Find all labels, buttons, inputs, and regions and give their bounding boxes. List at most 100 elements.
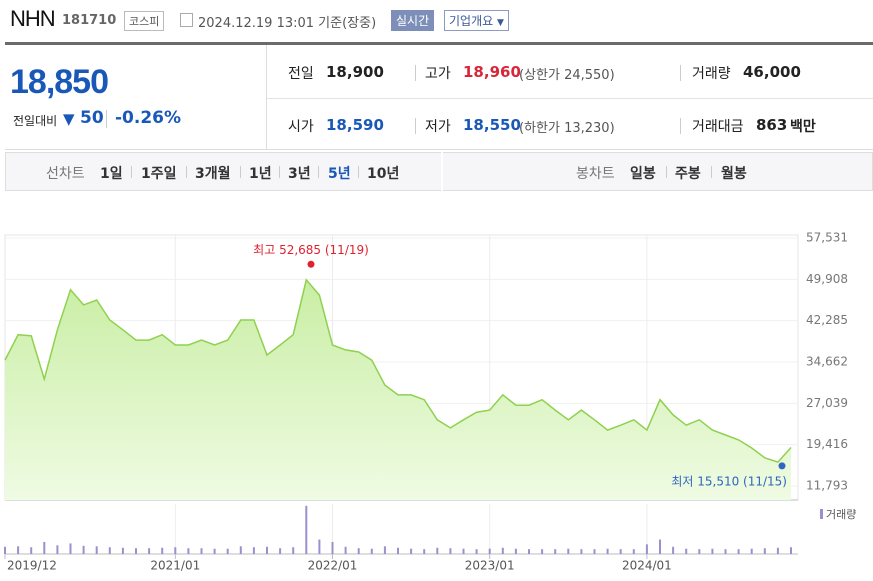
volume-bar <box>357 548 360 554</box>
current-price: 18,850 <box>10 63 109 101</box>
volume-bar <box>711 548 714 554</box>
volume-bar <box>698 549 701 554</box>
separator <box>415 65 416 81</box>
volume-bar <box>514 548 517 554</box>
tab-bar <box>5 152 873 191</box>
volume-bar <box>213 548 216 554</box>
volume-bar <box>501 547 504 554</box>
info-label: 저가 <box>425 119 451 135</box>
volume-bar <box>763 548 766 554</box>
x-tick-label: 2021/01 <box>150 559 200 573</box>
separator <box>666 166 667 178</box>
volume-bar <box>790 547 792 554</box>
header-rule <box>5 42 873 45</box>
separator <box>279 166 280 178</box>
period-tab[interactable]: 3년 <box>288 166 311 182</box>
y-tick-label: 49,908 <box>806 272 848 286</box>
info-value: 18,550 <box>463 116 521 134</box>
volume-bar <box>462 548 465 554</box>
tab-divider <box>441 152 443 191</box>
volume-bar <box>750 548 753 554</box>
x-tick-label: 2023/01 <box>465 559 515 573</box>
volume-bar <box>331 541 334 554</box>
candle-tab[interactable]: 주봉 <box>675 166 701 182</box>
row-divider <box>266 149 873 150</box>
info-note: (상한가 24,550) <box>519 68 615 83</box>
volume-bar <box>436 547 439 554</box>
info-value: 863 <box>756 116 788 134</box>
volume-bar <box>632 549 635 554</box>
period-tab[interactable]: 1일 <box>100 166 123 182</box>
price-line <box>4 278 792 463</box>
timestamp: 2024.12.19 13:01 기준(장중) <box>198 16 377 31</box>
volume-bar <box>82 545 85 554</box>
separator <box>186 166 187 178</box>
volume-bar <box>593 549 596 554</box>
extreme-marker <box>307 260 315 268</box>
volume-bar <box>292 547 295 554</box>
volume-bar <box>475 549 478 554</box>
y-tick-label: 34,662 <box>806 355 848 369</box>
change-label: 전일대비 <box>13 114 58 128</box>
y-tick-label: 42,285 <box>806 313 848 327</box>
volume-bar <box>226 548 229 554</box>
info-value: 18,900 <box>326 63 384 81</box>
volume-bar <box>619 549 622 554</box>
volume-bar <box>161 547 164 554</box>
volume-bar <box>423 549 426 554</box>
x-tick-label: 2022/01 <box>308 559 358 573</box>
volume-bar <box>567 548 570 554</box>
info-value: 46,000 <box>743 63 801 81</box>
volume-bar <box>69 543 72 554</box>
period-tab[interactable]: 5년 <box>328 166 351 182</box>
price-chart: 거래량 11,793 19,416 27,039 34,662 42,285 49,908… <box>4 231 856 573</box>
extreme-marker <box>778 462 786 470</box>
candle-tab[interactable]: 일봉 <box>630 166 656 182</box>
volume-bar <box>370 548 373 554</box>
volume-bar <box>43 541 46 554</box>
stock-code: 181710 <box>62 13 117 28</box>
volume-bar <box>17 546 20 554</box>
info-note: (하한가 13,230) <box>519 121 615 136</box>
candle-tab[interactable]: 월봉 <box>721 166 747 182</box>
y-tick-label: 11,793 <box>806 479 848 493</box>
period-tab[interactable]: 1년 <box>249 166 272 182</box>
period-tab[interactable]: 3개월 <box>195 166 231 182</box>
volume-bar <box>108 547 111 554</box>
volume-bar <box>56 545 59 554</box>
tab-group-label: 봉차트 <box>576 166 615 182</box>
separator <box>680 65 681 81</box>
info-label: 거래량 <box>692 66 731 82</box>
period-tab[interactable]: 10년 <box>367 166 400 182</box>
x-tick-label: 2019/12 <box>7 559 57 573</box>
volume-bar <box>279 548 282 554</box>
row-divider <box>266 98 873 99</box>
x-tick-label: 2024/01 <box>622 559 672 573</box>
volume-bar <box>187 548 190 554</box>
info-label: 거래대금 <box>692 119 744 135</box>
price-box <box>5 45 267 150</box>
volume-bar <box>737 549 740 554</box>
volume-bar <box>174 547 177 554</box>
period-tab[interactable]: 1주일 <box>141 166 177 182</box>
company-dropdown[interactable]: 기업개요 ▼ <box>444 10 509 31</box>
separator <box>680 118 681 134</box>
calendar-icon <box>180 13 193 27</box>
volume-bar <box>685 548 688 554</box>
volume-bar <box>488 548 491 554</box>
realtime-button[interactable]: 실시간 <box>391 10 435 31</box>
dropdown-arrow: ▼ <box>497 18 504 28</box>
down-arrow: ▼ <box>63 110 75 128</box>
change-value: 50 <box>80 108 104 128</box>
volume-bar <box>95 546 98 554</box>
y-tick-label: 57,531 <box>806 231 848 245</box>
separator <box>358 166 359 178</box>
market-badge: 코스피 <box>124 11 165 31</box>
info-label: 시가 <box>288 119 314 135</box>
y-tick-label: 19,416 <box>806 437 848 451</box>
separator <box>240 166 241 178</box>
volume-bar <box>4 546 6 554</box>
volume-bar <box>580 549 583 554</box>
volume-bar <box>672 546 675 554</box>
volume-bar <box>344 546 347 554</box>
